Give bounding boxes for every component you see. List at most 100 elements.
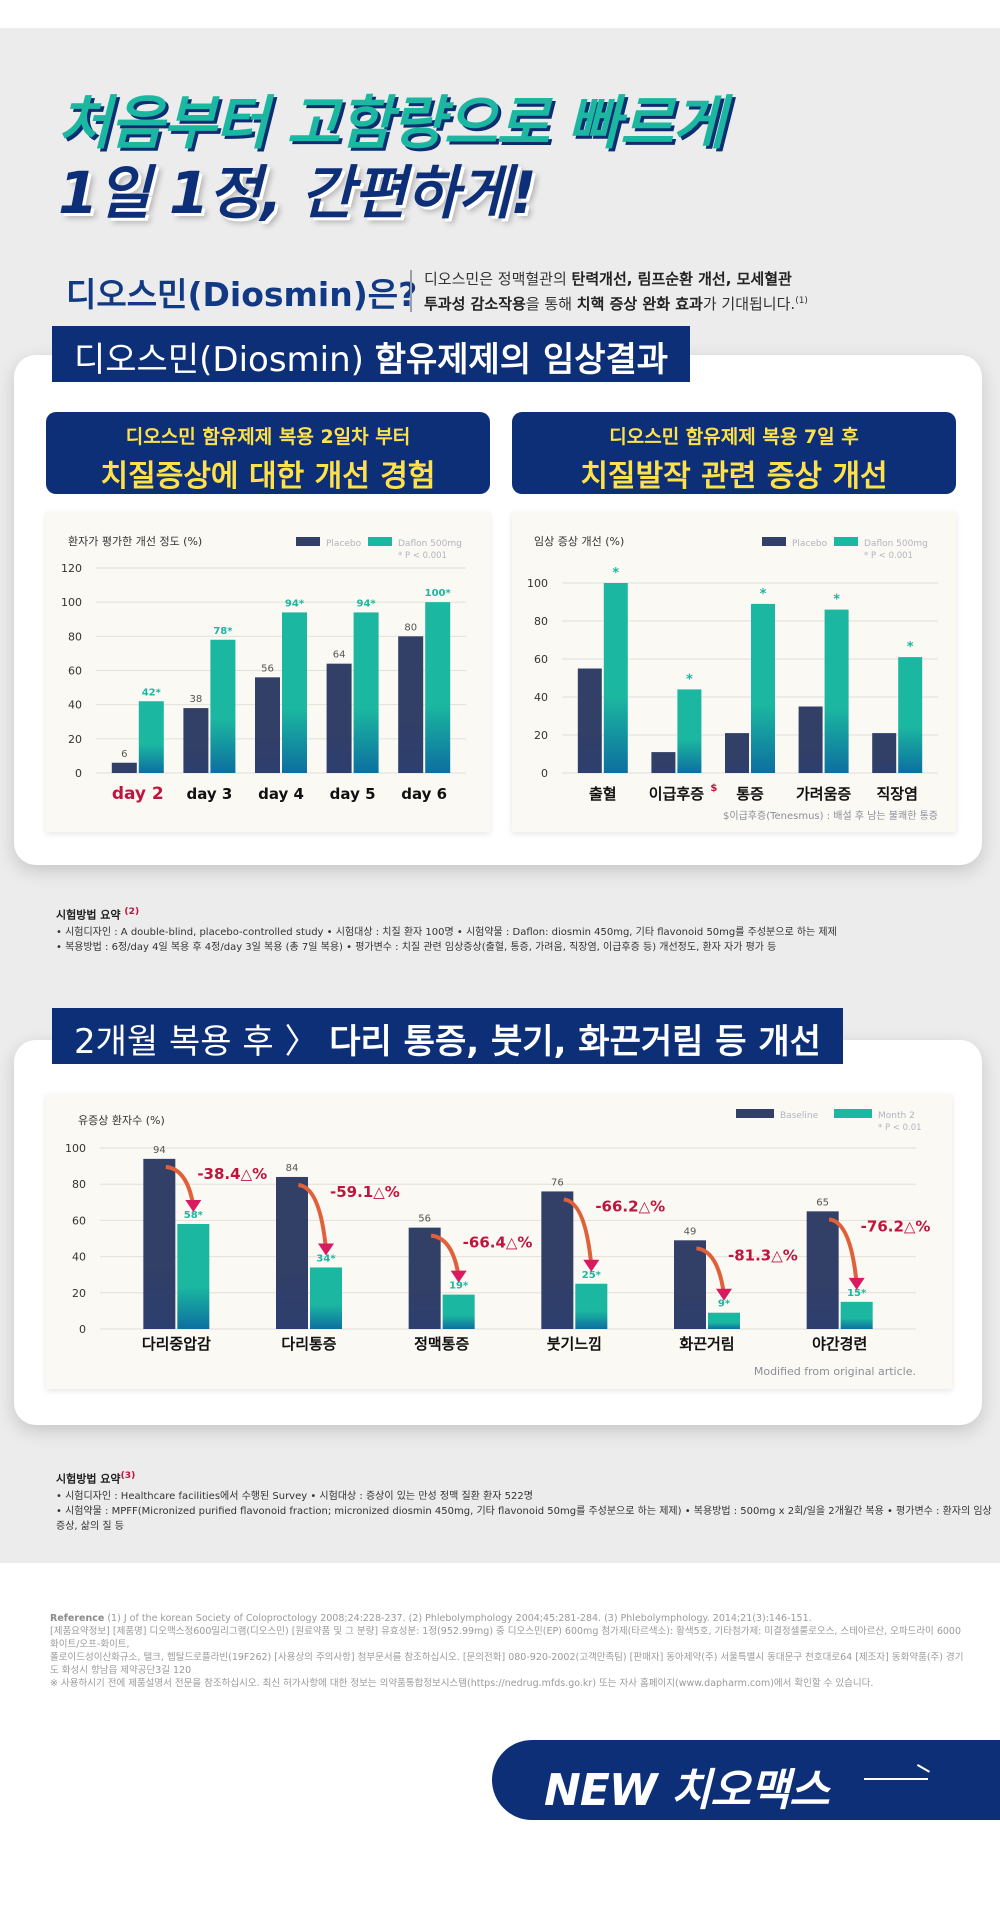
category-label: day 6	[401, 785, 447, 803]
change-arrow	[430, 1233, 461, 1277]
category-label: 가려움증	[796, 785, 851, 803]
legend-swatch-2	[834, 537, 858, 546]
bar-daflon-500mg	[898, 657, 923, 773]
y-tick-label: 120	[61, 562, 82, 575]
bar-month-2	[177, 1224, 210, 1329]
section2-label: 2개월 복용 후 〉 다리 통증, 붓기, 화끈거림 등 개선	[52, 1008, 843, 1064]
intro-divider	[410, 270, 412, 312]
bar-placebo	[651, 752, 676, 773]
y-tick-label: 60	[534, 653, 548, 666]
section2-label-b: 다리 통증, 붓기, 화끈거림 등 개선	[329, 1022, 821, 1062]
data-label: *	[612, 566, 619, 581]
y-axis-label: 유증상 환자수 (%)	[78, 1114, 165, 1127]
category-label: 화끈거림	[679, 1335, 734, 1353]
change-label: -59.1△%	[330, 1183, 400, 1201]
change-arrowhead	[583, 1259, 600, 1272]
method2-line2: • 시험약물 : MPFF(Micronized purified flavon…	[56, 1505, 992, 1532]
y-tick-label: 80	[72, 1178, 86, 1191]
chart-source: Modified from original article.	[754, 1365, 916, 1378]
category-label: 붓기느낌	[547, 1335, 602, 1353]
method1-title: 시험방법 요약	[56, 908, 121, 922]
category-label: 이급후증	[649, 785, 704, 803]
data-label: 38	[190, 694, 203, 705]
bar-baseline	[143, 1158, 176, 1329]
y-tick-label: 0	[79, 1323, 86, 1336]
left-sub1-a: 디오스민 함유제제 복용	[125, 426, 321, 448]
y-tick-label: 100	[65, 1142, 86, 1155]
bar-daflon-500mg	[603, 583, 628, 773]
data-label: *	[907, 640, 914, 655]
legend-label: Placebo	[792, 539, 828, 549]
left-sub2: 치질증상에 대한 개선 경험	[100, 459, 436, 494]
data-label: 94*	[285, 598, 305, 609]
left-sub1-b: 2일차 부터	[320, 426, 411, 448]
chart-c-svg: 유증상 환자수 (%) 0 20 40 60 80 100 Baseline Month 2 * …	[65, 1109, 931, 1378]
bar-daflon-500mg	[425, 602, 451, 773]
change-arrow	[563, 1197, 594, 1266]
method2-line1: • 시험디자인 : Healthcare facilities에서 수행된 Su…	[56, 1490, 533, 1502]
method1-ref: (2)	[124, 906, 140, 917]
reference-line1: (1) J of the korean Society of Coloproct…	[107, 1613, 812, 1624]
category-label: day 5	[330, 785, 376, 803]
data-label: 76	[551, 1177, 564, 1188]
data-label: 58*	[184, 1210, 204, 1221]
arrow-right-icon	[864, 1778, 928, 1780]
intro-text: 디오스민은 정맥혈관의 탄력개선, 림프순환 개선, 모세혈관 투과성 감소작용…	[424, 268, 808, 315]
change-label: -66.4△%	[463, 1234, 533, 1252]
data-label: 34*	[316, 1253, 336, 1264]
intro-text-2d: 가 기대됩니다.	[702, 295, 796, 313]
legend-swatch-1	[736, 1109, 774, 1118]
y-tick-label: 100	[61, 596, 82, 609]
bar-daflon-500mg	[282, 612, 307, 773]
left-subheading: 디오스민 함유제제 복용 2일차 부터 치질증상에 대한 개선 경험	[46, 412, 490, 494]
change-arrow	[828, 1217, 859, 1285]
change-label: -81.3△%	[728, 1246, 798, 1264]
data-label: 19*	[449, 1281, 469, 1292]
category-label: day 4	[258, 785, 304, 803]
y-tick-label: 100	[527, 577, 548, 590]
y-tick-label: 20	[68, 733, 82, 746]
data-label: *	[833, 593, 840, 608]
intro-title: 디오스민(Diosmin)은?	[66, 275, 418, 314]
new-product-button[interactable]: NEW 치오맥스	[492, 1740, 1000, 1820]
y-tick-label: 40	[534, 691, 548, 704]
intro-ref: (1)	[795, 296, 808, 306]
chart-b-svg: 임상 증상 개선 (%) 0 20 40 60 80 100 Placebo Daflon 50…	[527, 535, 938, 822]
chart-improvement-by-day: 환자가 평가한 개선 정도 (%) 0 20 40 60 80 100 120 Placebo D…	[46, 512, 490, 832]
legend-swatch-1	[762, 537, 786, 546]
change-arrowhead	[450, 1270, 467, 1283]
category-label: 다리통증	[281, 1335, 336, 1353]
reference-line2: [제품요약정보] [제품명] 디오맥스정600밀리그램(디오스민) [원료약품 …	[50, 1626, 961, 1650]
p-value-note: * P < 0.01	[878, 1123, 922, 1133]
intro-text-1b: 탄력개선, 림프순환 개선, 모세혈관	[571, 270, 792, 288]
category-mark: $	[710, 783, 717, 794]
bar-month-2	[840, 1301, 873, 1329]
method1-line2: • 복용방법 : 6정/day 4일 복용 후 4정/day 3일 복용 (총 …	[56, 941, 777, 953]
bar-month-2	[708, 1312, 740, 1329]
y-tick-label: 60	[72, 1214, 86, 1227]
category-label: 출혈	[589, 785, 617, 803]
bar-placebo	[577, 668, 602, 773]
headline: 처음부터 고함량으로 빠르게 1일 1정, 간편하게!	[58, 88, 726, 228]
bar-daflon-500mg	[210, 639, 236, 773]
method2-ref: (3)	[120, 1470, 136, 1481]
change-arrowhead	[716, 1288, 732, 1301]
bar-month-2	[310, 1267, 342, 1329]
cta-label: NEW 치오맥스	[544, 1765, 830, 1816]
p-value-note: * P < 0.001	[398, 551, 447, 561]
bar-month-2	[575, 1283, 608, 1329]
y-tick-label: 20	[534, 729, 548, 742]
references: Reference (1) J of the korean Society of…	[50, 1612, 970, 1690]
change-arrow	[297, 1182, 328, 1250]
bar-daflon-500mg	[353, 612, 379, 773]
bar-placebo	[183, 708, 209, 773]
bar-daflon-500mg	[751, 603, 775, 773]
change-label: -76.2△%	[861, 1217, 931, 1235]
bar-baseline	[674, 1240, 706, 1329]
y-tick-label: 20	[72, 1287, 86, 1300]
category-label: 정맥통증	[414, 1335, 469, 1353]
change-arrow	[696, 1246, 726, 1295]
data-label: 6	[121, 749, 127, 760]
section1-label: 디오스민(Diosmin) 함유제제의 임상결과	[52, 326, 691, 382]
